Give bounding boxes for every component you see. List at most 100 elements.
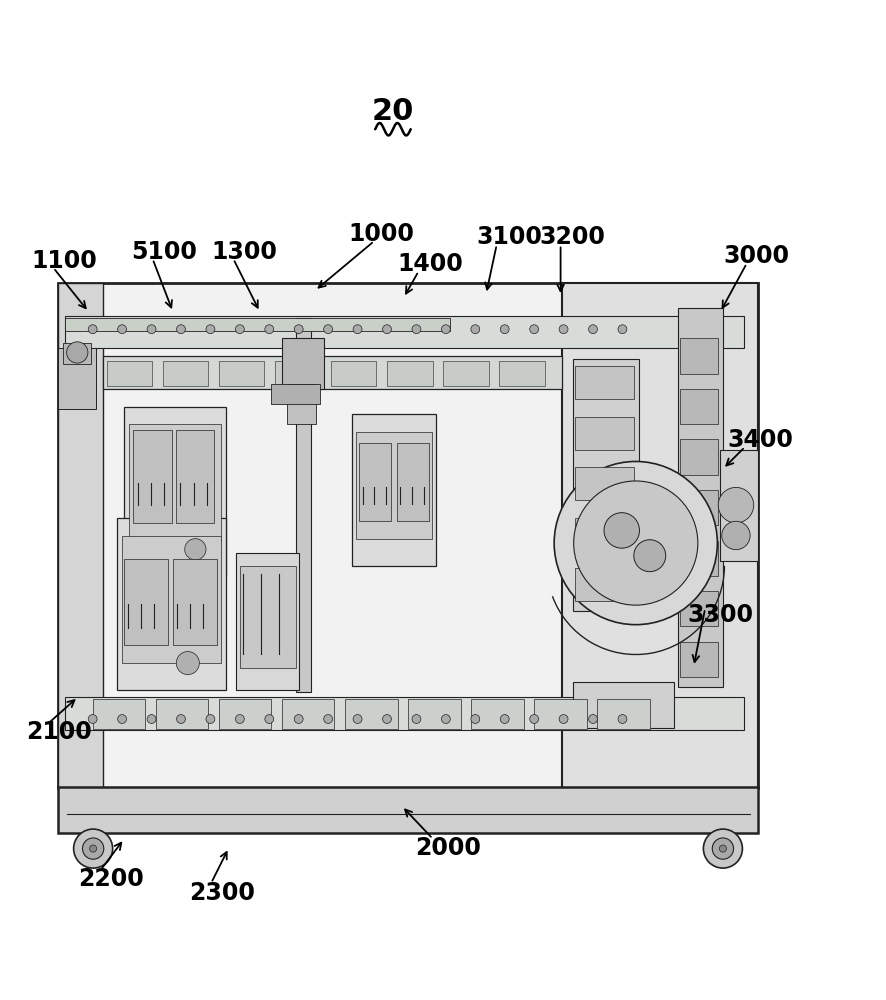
Circle shape — [411, 715, 420, 723]
Bar — [121, 536, 222, 663]
Bar — [533, 699, 586, 729]
Bar — [386, 361, 432, 386]
Bar — [124, 407, 226, 576]
Text: 1400: 1400 — [397, 252, 462, 276]
Circle shape — [206, 715, 214, 723]
Bar — [282, 699, 334, 729]
Circle shape — [588, 325, 597, 334]
Circle shape — [353, 715, 361, 723]
Bar — [574, 467, 633, 500]
Circle shape — [719, 845, 726, 852]
Bar — [124, 559, 167, 645]
Bar — [572, 359, 639, 611]
Circle shape — [323, 715, 332, 723]
Text: 2100: 2100 — [27, 720, 92, 744]
Circle shape — [147, 715, 156, 723]
Text: 1100: 1100 — [31, 249, 97, 273]
Circle shape — [118, 325, 127, 334]
Bar — [680, 541, 718, 576]
Circle shape — [470, 325, 479, 334]
Bar — [680, 642, 718, 677]
Circle shape — [323, 325, 332, 334]
Bar — [574, 568, 633, 601]
Bar — [330, 361, 376, 386]
Circle shape — [441, 715, 450, 723]
Text: 1300: 1300 — [211, 240, 276, 264]
Bar — [65, 318, 449, 331]
Circle shape — [554, 461, 717, 625]
Circle shape — [66, 342, 88, 363]
Bar — [58, 283, 103, 788]
Circle shape — [235, 715, 244, 723]
Text: 3000: 3000 — [722, 244, 788, 268]
Text: 2200: 2200 — [78, 867, 144, 891]
Text: 5100: 5100 — [131, 240, 197, 264]
Text: 3400: 3400 — [727, 428, 792, 452]
Circle shape — [294, 715, 303, 723]
Bar — [574, 366, 633, 399]
Bar — [719, 450, 758, 561]
Bar — [282, 338, 323, 389]
Circle shape — [118, 715, 127, 723]
Circle shape — [74, 829, 113, 868]
Circle shape — [411, 325, 420, 334]
Circle shape — [558, 325, 567, 334]
Bar — [499, 361, 544, 386]
Bar — [175, 430, 214, 523]
Circle shape — [176, 652, 199, 675]
Circle shape — [184, 539, 206, 560]
Bar — [680, 389, 718, 424]
Bar — [443, 361, 488, 386]
Text: 1000: 1000 — [348, 222, 414, 246]
Circle shape — [588, 715, 597, 723]
Bar — [296, 318, 311, 692]
Bar — [163, 361, 208, 386]
Circle shape — [573, 481, 697, 605]
Text: 2000: 2000 — [415, 836, 480, 860]
Circle shape — [470, 715, 479, 723]
Bar — [680, 439, 718, 475]
Circle shape — [294, 325, 303, 334]
Bar — [106, 361, 152, 386]
Bar — [133, 430, 172, 523]
Bar — [470, 699, 523, 729]
Circle shape — [500, 715, 509, 723]
Bar — [680, 338, 718, 374]
Bar — [239, 566, 296, 668]
Bar — [680, 490, 718, 525]
Bar — [287, 384, 315, 424]
Bar — [65, 316, 743, 348]
Circle shape — [382, 715, 391, 723]
Circle shape — [382, 325, 391, 334]
Circle shape — [618, 325, 626, 334]
Bar — [680, 591, 718, 626]
Circle shape — [147, 325, 156, 334]
Circle shape — [89, 845, 97, 852]
Bar — [219, 699, 271, 729]
Circle shape — [265, 325, 274, 334]
Bar — [345, 699, 397, 729]
Circle shape — [721, 521, 750, 550]
Bar — [219, 361, 264, 386]
Circle shape — [703, 829, 742, 868]
Circle shape — [235, 325, 244, 334]
Circle shape — [82, 838, 104, 859]
Circle shape — [500, 325, 509, 334]
Bar — [359, 443, 391, 521]
Bar — [275, 361, 320, 386]
Circle shape — [633, 540, 665, 572]
Bar — [574, 518, 633, 551]
Text: 2300: 2300 — [189, 881, 254, 905]
Circle shape — [176, 715, 185, 723]
Bar — [156, 699, 208, 729]
Circle shape — [176, 325, 185, 334]
Circle shape — [441, 325, 450, 334]
Bar — [677, 308, 723, 687]
Circle shape — [711, 838, 733, 859]
Bar — [58, 348, 96, 409]
Bar — [63, 343, 91, 364]
Bar — [562, 283, 758, 788]
Text: 3300: 3300 — [687, 603, 752, 627]
Bar — [596, 699, 649, 729]
Circle shape — [353, 325, 361, 334]
